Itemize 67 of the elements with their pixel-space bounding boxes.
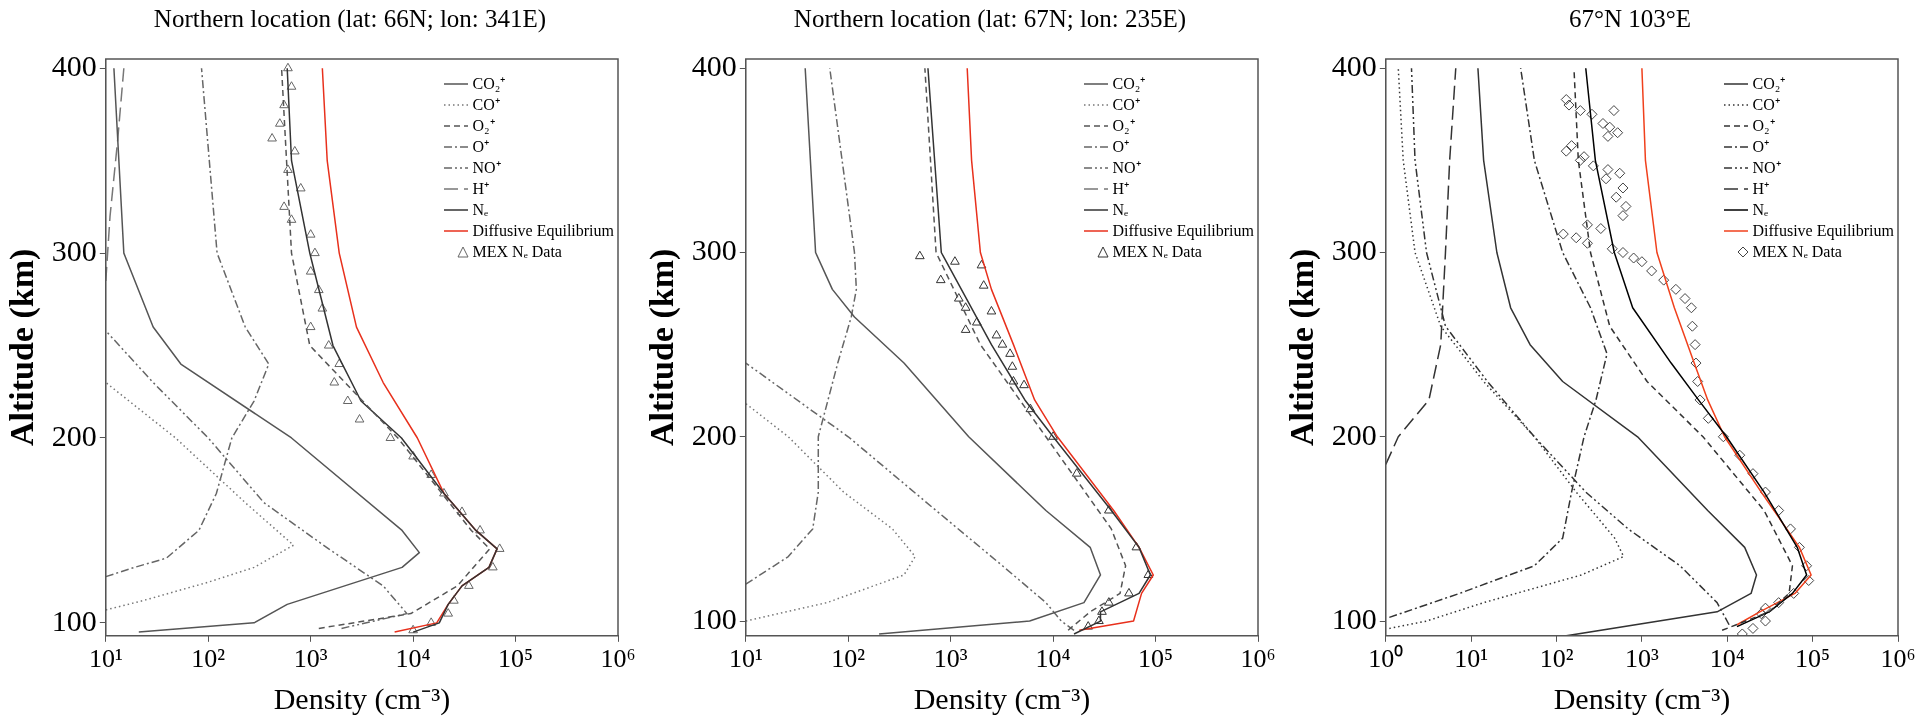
- y-tick-label: 400: [1331, 49, 1377, 83]
- legend-label: CO₂⁺: [1112, 74, 1146, 94]
- x-tick-label: 10³: [293, 644, 328, 674]
- legend-label: H⁺: [472, 179, 490, 199]
- x-tick-label: 10⁶: [1880, 644, 1916, 674]
- legend-label: CO₂⁺: [472, 74, 506, 94]
- x-tick-label: 10¹: [728, 644, 763, 674]
- x-tick-label: 10⁴: [1709, 644, 1745, 674]
- y-tick-label: 400: [691, 49, 737, 83]
- y-tick-label: 100: [1331, 601, 1377, 635]
- chart-title: 67°N 103°E: [1567, 4, 1693, 34]
- legend-label: O⁺: [1752, 137, 1770, 157]
- legend-label: Diffusive Equilibrium: [1112, 221, 1254, 241]
- legend-label: MEX Nₑ Data: [1752, 242, 1842, 262]
- legend-label: MEX Nₑ Data: [472, 242, 562, 262]
- legend-label: Nₑ: [1752, 200, 1769, 220]
- x-tick-label: 10²: [1539, 644, 1574, 674]
- legend-label: Nₑ: [1112, 200, 1129, 220]
- y-axis-title: Altitude (km): [643, 248, 682, 447]
- x-tick-label: 10⁴: [1035, 644, 1071, 674]
- legend-label: O⁺: [1112, 137, 1130, 157]
- x-tick-label: 10²: [191, 644, 226, 674]
- legend-label: CO⁺: [1112, 95, 1140, 115]
- legend-label: Diffusive Equilibrium: [472, 221, 614, 241]
- y-tick-label: 200: [51, 418, 97, 452]
- legend-label: H⁺: [1112, 179, 1130, 199]
- legend-label: NO⁺: [1112, 158, 1141, 178]
- chart-title: Northern location (lat: 67N; lon: 235E): [792, 4, 1188, 35]
- legend-label: MEX Nₑ Data: [1112, 242, 1202, 262]
- legend-label: NO⁺: [1752, 158, 1781, 178]
- legend-label: O₂⁺: [1112, 116, 1135, 136]
- y-tick-label: 100: [51, 603, 97, 637]
- x-tick-label: 10⁴: [395, 644, 431, 674]
- x-tick-label: 10⁶: [1240, 644, 1276, 674]
- legend-label: Diffusive Equilibrium: [1752, 221, 1894, 241]
- y-tick-label: 300: [691, 233, 737, 267]
- x-tick-label: 10³: [933, 644, 968, 674]
- legend-label: O₂⁺: [472, 116, 495, 136]
- x-tick-label: 10⁵: [1138, 644, 1174, 674]
- legend-label: H⁺: [1752, 179, 1770, 199]
- legend-label: Nₑ: [472, 200, 489, 220]
- legend-label: O₂⁺: [1752, 116, 1775, 136]
- x-axis-title: Density (cm⁻³): [273, 681, 451, 716]
- x-tick-label: 10²: [831, 644, 866, 674]
- y-tick-label: 300: [51, 233, 97, 267]
- x-tick-label: 10⁶: [600, 644, 636, 674]
- x-tick-label: 10⁰: [1368, 644, 1404, 674]
- y-axis-title: Altitude (km): [3, 248, 42, 447]
- y-tick-label: 200: [1331, 417, 1377, 451]
- legend-label: NO⁺: [472, 158, 501, 178]
- x-tick-label: 10⁵: [498, 644, 534, 674]
- y-axis-title: Altitude (km): [1283, 248, 1322, 447]
- x-tick-label: 10¹: [1454, 644, 1489, 674]
- x-axis-title: Density (cm⁻³): [913, 681, 1091, 716]
- legend-label: CO⁺: [1752, 95, 1780, 115]
- x-axis-title: Density (cm⁻³): [1553, 681, 1731, 716]
- y-tick-label: 400: [51, 49, 97, 83]
- y-tick-label: 300: [1331, 233, 1377, 267]
- x-tick-label: 10³: [1625, 644, 1659, 674]
- x-tick-label: 10⁵: [1795, 644, 1831, 674]
- legend-label: CO₂⁺: [1752, 74, 1786, 94]
- legend-label: CO⁺: [472, 95, 500, 115]
- y-tick-label: 100: [691, 601, 737, 635]
- y-tick-label: 200: [691, 417, 737, 451]
- chart-title: Northern location (lat: 66N; lon: 341E): [152, 4, 548, 35]
- x-tick-label: 10¹: [88, 644, 123, 674]
- legend-label: O⁺: [472, 137, 490, 157]
